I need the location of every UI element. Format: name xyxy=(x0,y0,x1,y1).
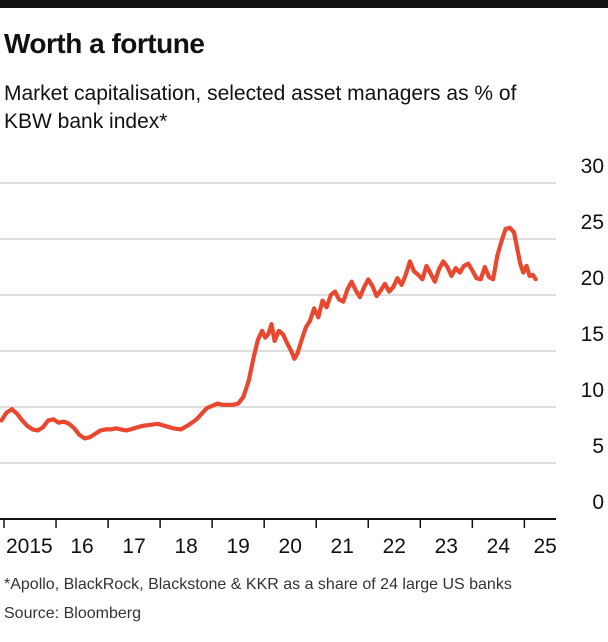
chart-subtitle: Market capitalisation, selected asset ma… xyxy=(4,82,517,133)
y-tick-label-25: 25 xyxy=(581,211,604,234)
series-layer xyxy=(0,225,538,441)
x-tick-label-21: 21 xyxy=(331,535,354,558)
x-tick-label-18: 18 xyxy=(174,535,197,558)
footnote: *Apollo, BlackRock, Blackstone & KKR as … xyxy=(4,576,512,593)
top-rule xyxy=(0,0,608,8)
x-tick-label-19: 19 xyxy=(226,535,249,558)
x-tick-label-17: 17 xyxy=(122,535,145,558)
x-axis: 2015 16 17 18 19 20 21 22 23 24 25 xyxy=(0,518,557,558)
x-tick-label-2015: 2015 xyxy=(6,535,53,558)
x-tick-label-23: 23 xyxy=(435,535,458,558)
y-tick-labels: 0 5 10 15 20 25 30 xyxy=(581,155,604,514)
x-tick-label-24: 24 xyxy=(487,535,511,558)
series-line-0 xyxy=(0,225,538,441)
x-tick-label-22: 22 xyxy=(383,535,406,558)
x-tick-label-16: 16 xyxy=(70,535,93,558)
line-chart: 0 5 10 15 20 25 30 2015 16 17 18 19 20 21 22 23 24 25 xyxy=(0,155,604,558)
y-tick-label-15: 15 xyxy=(581,323,604,346)
y-tick-label-20: 20 xyxy=(581,267,604,290)
gridlines xyxy=(0,182,556,520)
y-tick-label-0: 0 xyxy=(592,491,604,514)
y-tick-label-5: 5 xyxy=(592,435,604,458)
x-tick-label-20: 20 xyxy=(279,535,302,558)
y-tick-label-10: 10 xyxy=(581,379,604,402)
y-tick-label-30: 30 xyxy=(581,155,604,178)
source-note: Source: Bloomberg xyxy=(4,605,141,622)
chart-title: Worth a fortune xyxy=(4,28,205,59)
x-tick-label-25: 25 xyxy=(534,535,557,558)
